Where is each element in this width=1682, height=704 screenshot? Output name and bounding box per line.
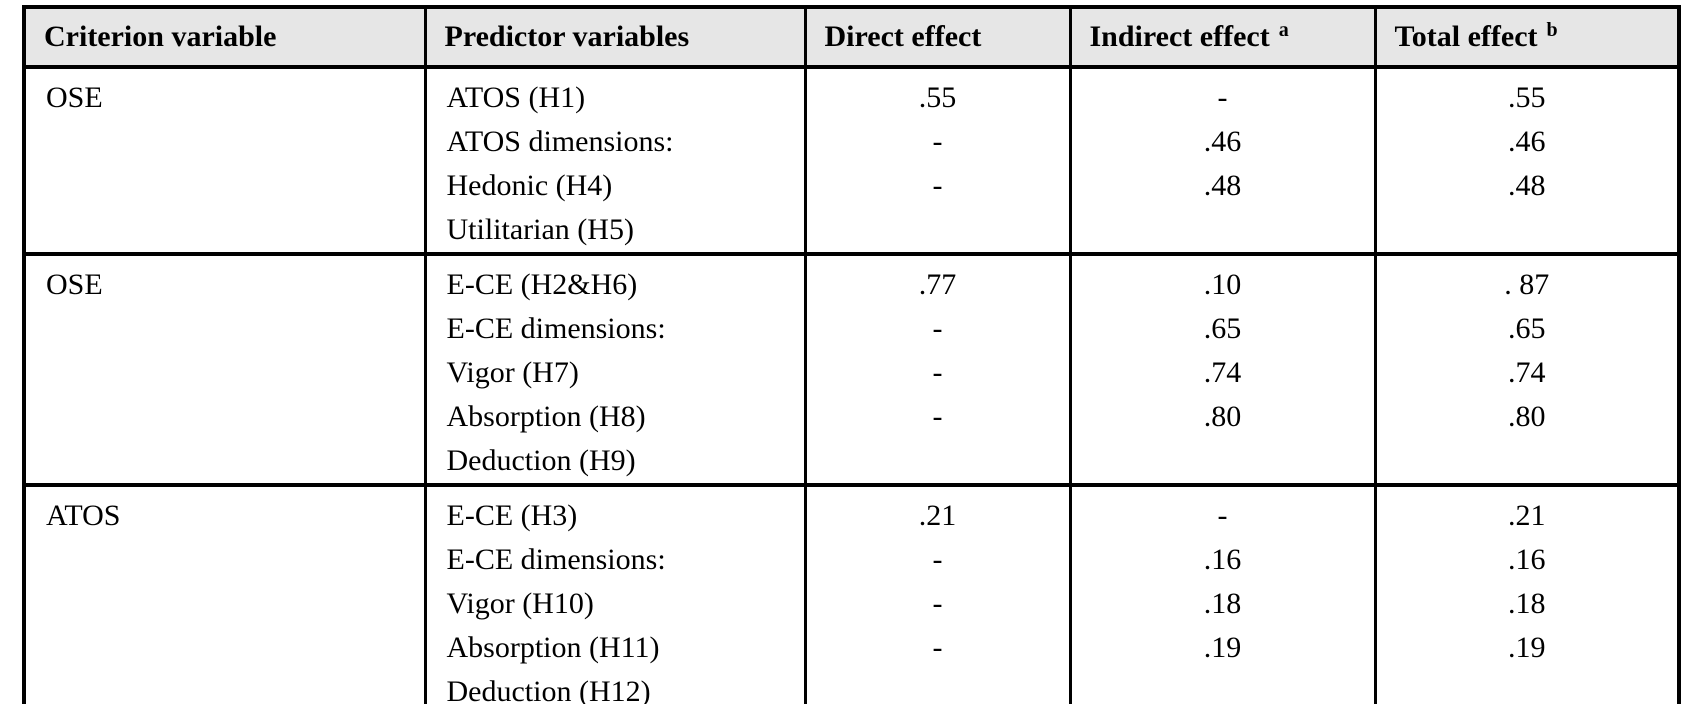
indirect-effect-value: .10 [1203,268,1242,301]
total-effect-value: .18 [1508,587,1546,620]
direct-effect-value: .21 [918,499,957,532]
predictor-label: ATOS (H1) [446,81,586,114]
criterion-label: ATOS [46,499,121,532]
predictors-cell: E-CE (H2&H6) E-CE dimensions: Vigor (H7)… [423,252,807,487]
criterion-cell: OSE [22,252,427,487]
table-row-group-2: OSE E-CE (H2&H6) E-CE dimensions: Vigor … [22,252,1681,487]
total-effect-value: . 87 [1504,268,1550,301]
predictor-label: E-CE dimensions: [446,312,666,345]
header-predictor-variables: Predictor variables [423,5,807,69]
indirect-effect-value: .18 [1203,587,1242,620]
effects-table: Criterion variable Predictor variables D… [22,5,1681,704]
indirect-effect-value: .80 [1203,400,1242,433]
direct-effect-value: - [932,356,943,389]
total-effect-value: .48 [1508,169,1546,202]
header-criterion-label: Criterion variable [44,20,277,53]
table-body: OSE ATOS (H1) ATOS dimensions: Hedonic (… [22,65,1681,704]
criterion-label: OSE [46,268,103,301]
table-row-group-3: ATOS E-CE (H3) E-CE dimensions: Vigor (H… [22,483,1681,704]
direct-effect-value: - [932,631,943,664]
direct-effect-value: - [932,587,943,620]
total-effect-cell: .55 .46 .48 [1373,65,1681,256]
indirect-effect-value: .19 [1203,631,1242,664]
total-effect-cell: .21 .16 .18 .19 [1373,483,1681,704]
predictor-label: Deduction (H12) [446,675,651,704]
header-predictor-label: Predictor variables [444,20,690,53]
table-header: Criterion variable Predictor variables D… [22,5,1681,69]
indirect-effect-value: - [1217,81,1228,114]
header-total-effect: Total effect b [1373,5,1681,69]
indirect-effect-cell: - .46 .48 [1068,65,1377,256]
header-direct-label: Direct effect [824,20,982,53]
direct-effect-value: .55 [918,81,957,114]
direct-effect-value: - [932,400,943,433]
predictor-label: Vigor (H10) [446,587,594,620]
direct-effect-value: - [932,169,943,202]
predictors-cell: ATOS (H1) ATOS dimensions: Hedonic (H4) … [423,65,807,256]
predictor-label: Absorption (H11) [446,631,660,664]
total-effect-cell: . 87 .65 .74 .80 [1373,252,1681,487]
indirect-effect-cell: - .16 .18 .19 [1068,483,1377,704]
predictors-cell: E-CE (H3) E-CE dimensions: Vigor (H10) A… [423,483,807,704]
direct-effect-value: .77 [918,268,957,301]
indirect-effect-value: .48 [1203,169,1242,202]
direct-effect-value: - [932,125,943,158]
predictor-label: Utilitarian (H5) [446,213,634,246]
header-direct-effect: Direct effect [803,5,1072,69]
direct-effect-cell: .55 - - [803,65,1072,256]
direct-effect-value: - [932,312,943,345]
indirect-effect-value: .74 [1203,356,1242,389]
indirect-effect-value: .46 [1203,125,1242,158]
predictor-label: E-CE (H3) [446,499,578,532]
table-row-group-1: OSE ATOS (H1) ATOS dimensions: Hedonic (… [22,65,1681,256]
predictor-label: Deduction (H9) [446,444,636,477]
superscript-b: b [1546,19,1558,41]
total-effect-value: .80 [1508,400,1546,433]
direct-effect-value: - [932,543,943,576]
total-effect-value: .16 [1508,543,1546,576]
indirect-effect-value: .16 [1203,543,1242,576]
indirect-effect-value: - [1217,499,1228,532]
predictor-label: Absorption (H8) [446,400,646,433]
header-row: Criterion variable Predictor variables D… [22,5,1681,69]
header-indirect-effect: Indirect effect a [1068,5,1377,69]
indirect-effect-cell: .10 .65 .74 .80 [1068,252,1377,487]
indirect-effect-value: .65 [1203,312,1242,345]
header-total-label: Total effect [1394,20,1538,53]
header-indirect-label: Indirect effect [1089,20,1270,53]
total-effect-value: .19 [1508,631,1546,664]
predictor-label: Vigor (H7) [446,356,579,389]
superscript-a: a [1278,19,1289,41]
predictor-label: ATOS dimensions: [446,125,674,158]
criterion-cell: ATOS [22,483,427,704]
header-criterion-variable: Criterion variable [22,5,427,69]
criterion-cell: OSE [22,65,427,256]
total-effect-value: .46 [1508,125,1546,158]
predictor-label: Hedonic (H4) [446,169,613,202]
predictor-label: E-CE (H2&H6) [446,268,638,301]
total-effect-value: .65 [1508,312,1546,345]
total-effect-value: .21 [1508,499,1546,532]
total-effect-value: .74 [1508,356,1546,389]
total-effect-value: .55 [1508,81,1546,114]
predictor-label: E-CE dimensions: [446,543,666,576]
direct-effect-cell: .21 - - - [803,483,1072,704]
criterion-label: OSE [46,81,103,114]
direct-effect-cell: .77 - - - [803,252,1072,487]
